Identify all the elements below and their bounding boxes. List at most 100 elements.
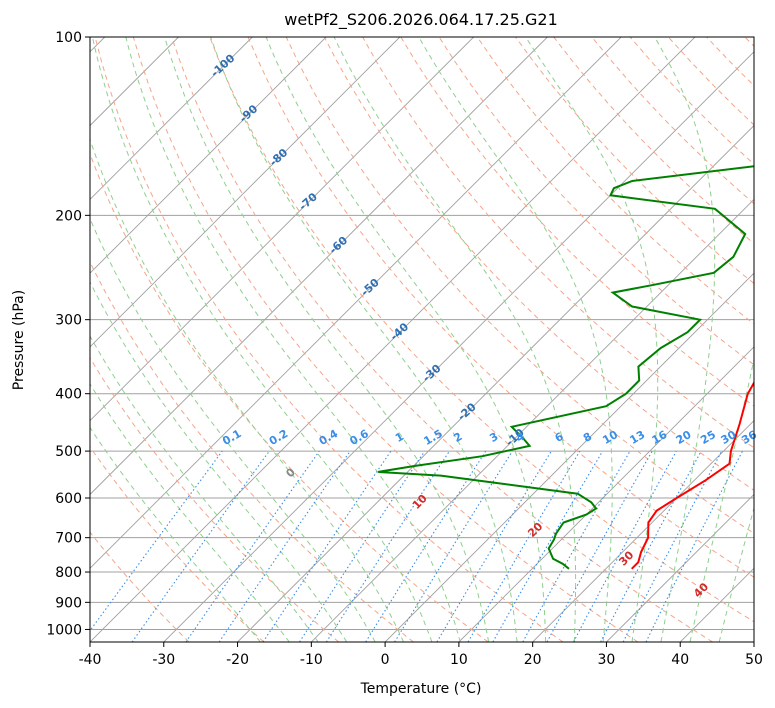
y-tick-label: 500 [55,444,82,460]
dewpoint-profile [378,165,754,570]
moist-adiabat-line [689,356,754,642]
moist-adiabat-line [90,137,405,642]
mixing-ratio-label: 20 [674,428,694,447]
mixing-ratio-label: 16 [650,428,670,447]
y-axis-label: Pressure (hPa) [11,290,27,390]
x-tick-label: 50 [745,652,763,668]
isotherm-line [532,420,754,642]
isotherm-line [90,37,474,422]
mixing-ratio-label: 2 [451,430,464,445]
y-tick-label: 1000 [46,622,82,638]
moist-adiabat-line [210,37,518,642]
y-tick-label: 200 [55,208,82,224]
dry-adiabat-line [171,37,713,642]
isotherm-line [606,493,754,642]
y-tick-label: 100 [55,30,82,46]
moist-adiabat-line [125,37,461,642]
temperature-profile [630,380,754,570]
dry-adiabat-line [90,446,265,642]
mixing-ratio-label: 1 [393,430,406,445]
plot-area [90,37,754,642]
isotherm-line [384,272,754,642]
mixing-ratio-label: 8 [581,430,594,445]
mixing-ratio-line [185,450,320,642]
mixing-ratio-line [299,450,426,642]
mixing-ratio-line [546,450,653,642]
dry-adiabat-line [90,531,190,642]
moist-adiabat-line [90,383,290,642]
moist-adiabat-line [90,217,376,642]
y-tick-label: 400 [55,387,82,403]
mixing-ratio-line [325,450,450,642]
isotherm-line [311,198,754,642]
isotherm-line [753,641,754,642]
y-tick-label: 700 [55,531,82,547]
moist-adiabat-line [333,37,577,642]
isotherm-line [90,37,696,642]
dry-adiabat-line [90,356,339,642]
mixing-ratio-label: 36 [739,428,759,447]
dry-adiabat-line [400,37,754,407]
x-tick-label: 20 [524,652,542,668]
isotherm-line [90,37,622,569]
dry-adiabat-line [476,37,754,325]
dry-adiabat-line [132,37,639,642]
dry-adiabat-line [591,37,754,205]
mixing-ratio-label: 0.4 [317,427,341,448]
mixing-ratio-label: 1.5 [422,427,445,448]
dry-adiabat-line [247,37,754,578]
plot-frame [89,36,755,643]
y-axis: 100 200 300 400 500 600 700 800 900 1000 [46,30,90,638]
plot-labels: -100-90-80-70-60-50-40-30-20-100.1 0.2 0.4… [208,52,759,601]
moist-adiabat-line [92,37,433,642]
mixing-ratio-line [218,450,351,642]
x-tick-label: 10 [450,652,468,668]
dry-adiabat-line [94,37,564,642]
mixing-ratio-label: 30 [719,428,739,447]
isotherm-line [237,124,754,642]
dry-adiabat-line [90,152,489,642]
dry-adiabat-line [744,37,754,47]
moist-adiabat-label: 10 [410,492,430,512]
dry-adiabat-line [553,37,754,245]
dry-adiabat-line [629,37,754,165]
mixing-ratio-line [262,450,392,642]
mixing-ratio-label: 0.6 [347,427,371,448]
y-tick-label: 300 [55,313,82,329]
mixing-ratio-line [645,450,743,642]
isotherm-line [458,346,754,642]
moist-adiabat-line [525,37,659,642]
isotherm-line [163,51,754,642]
moist-adiabat-line [654,37,716,642]
mixing-ratio-label: 13 [628,428,648,447]
x-tick-label: 0 [381,652,390,668]
mixing-ratio-line [131,450,270,642]
mixing-ratio-line [90,450,223,632]
mixing-ratio-label: 3 [487,430,500,445]
y-tick-label: 800 [55,565,82,581]
dry-adiabat-line [706,37,754,87]
mixing-ratio-line [573,450,677,642]
isotherm-line [90,37,253,200]
y-tick-label: 600 [55,491,82,507]
x-tick-label: 30 [598,652,616,668]
dry-adiabat-line [362,37,754,449]
mixing-ratio-label: 25 [698,428,718,447]
x-axis: -40 -30 -20 -10 0 10 20 30 40 50 [79,642,763,668]
x-tick-label: -30 [152,652,175,668]
moist-adiabat-line [90,335,319,642]
mixing-ratio-label: 10 [600,428,620,447]
dry-adiabat-line [438,37,754,366]
moist-adiabat-line [718,505,754,642]
chart-title: wetPf2_S206.2026.064.17.25.G21 [284,10,558,30]
x-tick-label: -10 [300,652,323,668]
x-axis-label: Temperature (°C) [360,681,482,697]
moist-adiabat-line [164,37,490,642]
moist-adiabat-line [90,426,261,642]
mixing-ratio-label: 0.1 [220,427,243,448]
isotherm-line [90,37,401,348]
x-tick-label: -40 [79,652,102,668]
mixing-ratio-line [600,450,702,642]
x-tick-label: -20 [226,652,249,668]
